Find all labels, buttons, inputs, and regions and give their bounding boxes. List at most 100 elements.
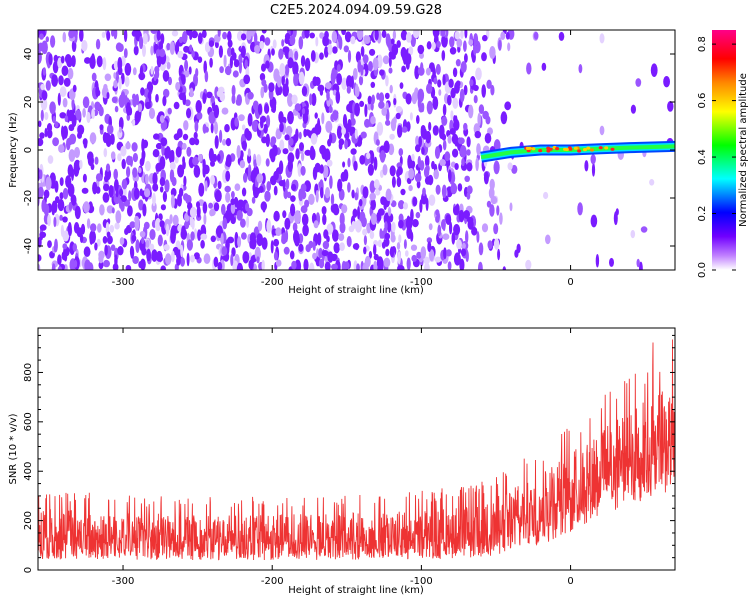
noise-speck: [59, 86, 67, 98]
noise-speck: [202, 201, 208, 214]
noise-speck: [182, 133, 189, 141]
noise-speck: [422, 187, 426, 197]
noise-speck: [57, 92, 61, 106]
noise-speck: [337, 178, 343, 192]
x-tick-label: -300: [112, 576, 135, 587]
noise-speck: [184, 99, 191, 107]
noise-speck: [388, 143, 395, 156]
noise-speck: [323, 229, 329, 239]
noise-speck: [57, 266, 63, 270]
noise-speck: [500, 31, 506, 40]
noise-speck: [475, 67, 482, 81]
noise-speck: [261, 79, 267, 87]
noise-speck: [38, 50, 42, 65]
noise-speck: [124, 76, 130, 88]
noise-speck: [330, 193, 335, 206]
noise-speck: [146, 248, 152, 262]
noise-speck: [266, 181, 272, 192]
noise-speck: [236, 145, 241, 159]
noise-speck: [118, 117, 124, 130]
noise-speck: [373, 179, 380, 190]
noise-speck: [408, 46, 414, 56]
noise-speck: [138, 72, 146, 81]
noise-speck: [188, 66, 192, 75]
noise-speck: [44, 111, 49, 121]
noise-speck: [222, 139, 227, 146]
noise-speck: [298, 71, 305, 85]
noise-speck: [113, 192, 121, 205]
noise-speck: [526, 62, 532, 75]
noise-speck: [128, 106, 133, 116]
noise-speck: [433, 169, 440, 180]
noise-speck: [166, 42, 171, 51]
noise-speck: [247, 164, 252, 177]
noise-speck: [97, 89, 101, 96]
noise-speck: [155, 162, 163, 172]
noise-speck: [45, 80, 51, 91]
noise-speck: [418, 136, 423, 148]
noise-speck: [83, 246, 91, 257]
noise-speck: [190, 254, 195, 263]
noise-speck: [222, 31, 228, 40]
noise-speck: [230, 198, 235, 206]
noise-speck: [369, 48, 376, 56]
noise-speck: [497, 248, 501, 261]
noise-speck: [397, 251, 401, 265]
noise-speck: [333, 242, 340, 254]
noise-speck: [82, 138, 88, 146]
noise-speck: [177, 50, 184, 59]
noise-speck: [157, 234, 163, 247]
noise-speck: [71, 55, 76, 68]
noise-speck: [265, 133, 270, 147]
noise-speck: [203, 213, 207, 225]
noise-speck: [298, 188, 304, 202]
noise-speck: [636, 258, 640, 268]
noise-speck: [303, 258, 309, 270]
noise-speck: [476, 143, 481, 156]
noise-speck: [162, 70, 170, 82]
noise-speck: [369, 192, 377, 201]
noise-speck: [196, 201, 200, 209]
noise-speck: [313, 220, 319, 229]
noise-speck: [478, 104, 485, 115]
noise-speck: [448, 78, 454, 89]
noise-speck: [265, 158, 270, 167]
noise-speck: [260, 117, 264, 129]
noise-speck: [191, 50, 195, 58]
noise-speck: [441, 184, 447, 199]
noise-speck: [197, 229, 202, 242]
noise-speck: [155, 142, 163, 150]
noise-speck: [163, 244, 170, 251]
noise-speck: [141, 247, 147, 256]
noise-speck: [208, 202, 214, 209]
x-tick-label: -100: [410, 277, 433, 288]
noise-speck: [504, 101, 512, 111]
noise-speck: [287, 93, 294, 107]
noise-speck: [102, 192, 110, 203]
noise-speck: [437, 224, 442, 237]
ridge-hotspot: [555, 147, 560, 151]
noise-speck: [270, 240, 274, 254]
figure-title: C2E5.2024.094.09.59.G28: [270, 3, 442, 18]
noise-speck: [314, 112, 318, 119]
noise-speck: [420, 62, 424, 74]
noise-speck: [177, 164, 185, 178]
noise-speck: [292, 61, 299, 76]
noise-speck: [204, 70, 209, 83]
noise-speck: [377, 239, 382, 248]
noise-speck: [244, 128, 250, 139]
noise-speck: [40, 109, 44, 122]
noise-speck: [436, 40, 441, 48]
noise-speck: [425, 67, 431, 76]
noise-speck: [481, 223, 489, 233]
noise-speck: [435, 184, 441, 195]
noise-speck: [140, 87, 145, 96]
noise-speck: [312, 252, 317, 260]
noise-speck: [264, 103, 270, 114]
noise-speck: [241, 124, 246, 131]
noise-speck: [449, 47, 457, 55]
noise-speck: [414, 65, 420, 80]
ridge-hotspot: [564, 147, 569, 152]
noise-speck: [383, 257, 391, 268]
noise-speck: [425, 164, 430, 173]
